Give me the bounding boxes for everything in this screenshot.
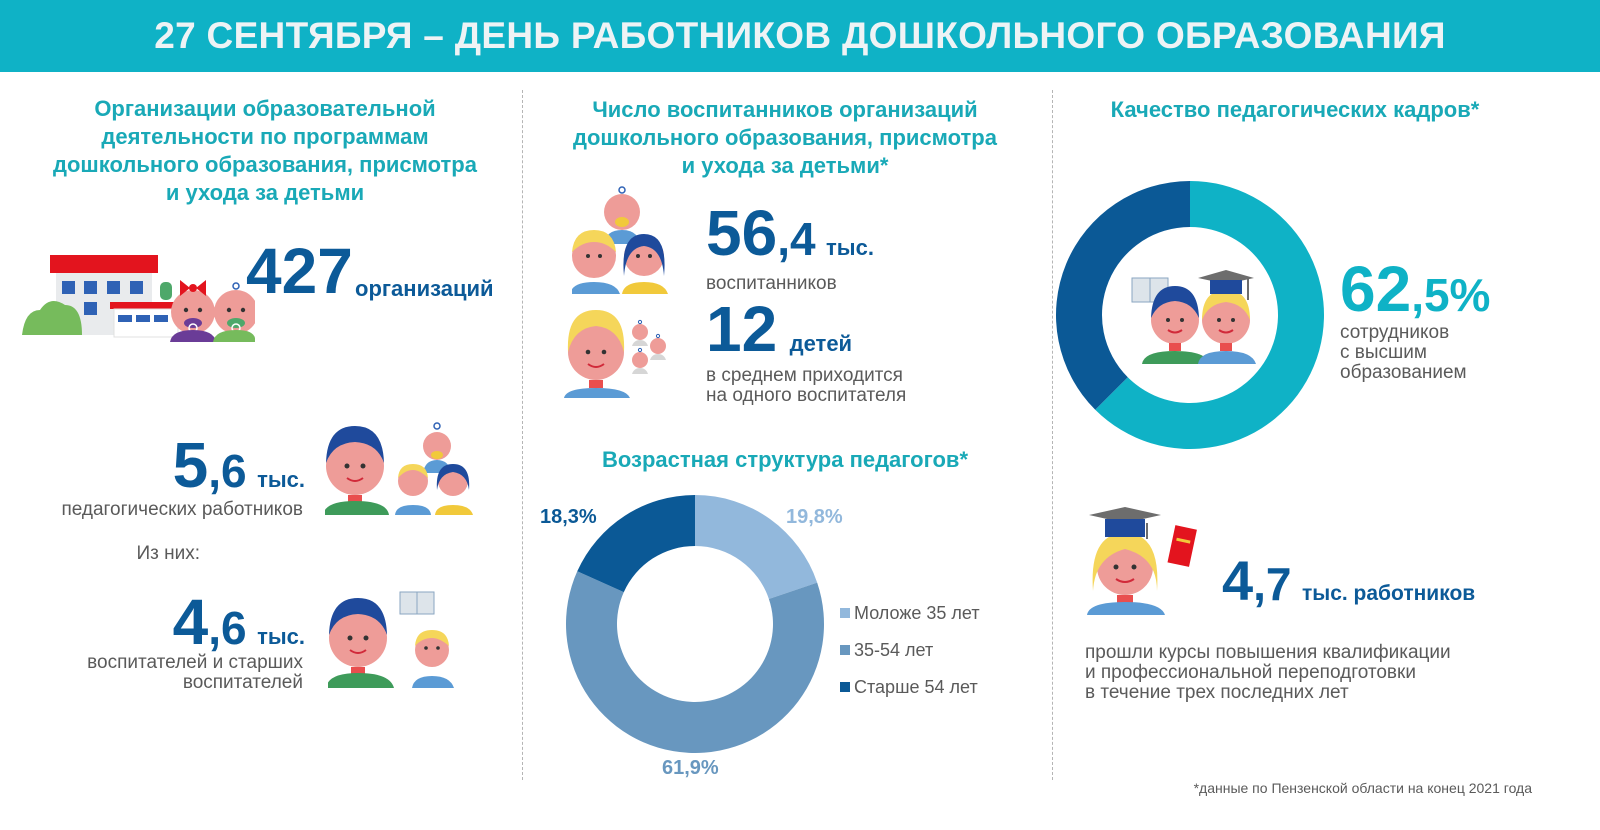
staff-label: педагогических работников	[61, 499, 303, 520]
pupils-title: Число воспитанников организаций дошкольн…	[540, 96, 1030, 180]
educators-unit: тыс.	[257, 624, 305, 649]
quality-title: Качество педагогических кадров*	[1110, 97, 1480, 122]
staff-dec: ,6	[208, 445, 247, 497]
slice-other	[1056, 181, 1190, 410]
column-divider	[522, 90, 523, 780]
title-line: Организации образовательной	[94, 96, 436, 121]
title-line: и ухода за детьми	[165, 180, 365, 205]
title-line: дошкольного образования, присмотра	[573, 125, 997, 150]
pupils-label: воспитанников	[706, 273, 837, 294]
legend-swatch	[840, 644, 850, 655]
page-title: 27 СЕНТЯБРЯ – ДЕНЬ РАБОТНИКОВ ДОШКОЛЬНОГ…	[154, 15, 1446, 56]
age-label-older: 18,3%	[540, 506, 597, 528]
legend-swatch	[840, 681, 850, 692]
label-line: с высшим	[1340, 342, 1427, 363]
trained-label: прошли курсы повышения квалификации и пр…	[1085, 643, 1451, 703]
higher-ed-stat: 62,5%	[1340, 252, 1490, 326]
legend-label: Моложе 35 лет	[854, 602, 980, 623]
title-line: и ухода за детьми*	[681, 153, 889, 178]
age-donut-chart	[560, 495, 830, 753]
age-label-young: 19,8%	[786, 506, 843, 528]
slice-young	[695, 495, 818, 599]
graduates-icon	[1130, 270, 1260, 366]
educators-label: воспитателей и старших воспитателей	[20, 653, 303, 693]
trained-stat: 4,7 тыс. работников	[1222, 548, 1475, 613]
ratio-stat: 12 детей	[706, 292, 852, 366]
higher-ed-dec: ,5%	[1411, 269, 1491, 321]
trained-unit: тыс. работников	[1301, 582, 1476, 605]
label-line: воспитателей и старших	[87, 652, 303, 673]
label-line: в течение трех последних лет	[1085, 682, 1349, 703]
label-line: воспитателей	[182, 672, 303, 693]
age-label-middle: 61,9%	[662, 757, 719, 779]
higher-ed-int: 62	[1340, 253, 1412, 325]
organizations-title: Организации образовательной деятельности…	[20, 95, 510, 207]
label-line: сотрудников	[1340, 322, 1450, 343]
of-them-label: Из них:	[136, 543, 200, 564]
pupils-int: 56	[706, 197, 778, 269]
pupils-stat: 56,4 тыс.	[706, 196, 874, 270]
graduate-with-diploma-icon	[1085, 505, 1205, 617]
legend-item: Старше 54 лет	[840, 668, 980, 705]
label-line: на одного воспитателя	[706, 385, 907, 406]
age-structure-title: Возрастная структура педагогов*	[601, 447, 969, 472]
pupils-unit: тыс.	[826, 235, 874, 260]
age-legend: Моложе 35 лет 35-54 лет Старше 54 лет	[840, 594, 980, 705]
staff-stat: 5,6 тыс.	[20, 428, 305, 502]
slice-higher-ed	[1095, 181, 1324, 449]
organizations-count: 427	[246, 235, 353, 307]
label-line: и профессиональной переподготовки	[1085, 662, 1416, 683]
ratio-value: 12	[706, 293, 778, 365]
label-line: прошли курсы повышения квалификации	[1085, 642, 1451, 663]
column-divider	[1052, 90, 1053, 780]
slice-middle	[566, 571, 824, 753]
ratio-unit: детей	[789, 331, 853, 356]
legend-label: Старше 54 лет	[854, 676, 978, 697]
higher-ed-label: сотрудников с высшим образованием	[1340, 323, 1467, 383]
organizations-unit: организаций	[355, 276, 494, 301]
legend-item: 35-54 лет	[840, 631, 980, 668]
kindergarten-building-icon	[20, 250, 255, 345]
teacher-with-babies-icon	[562, 300, 674, 400]
label-line: образованием	[1340, 362, 1467, 383]
title-line: Число воспитанников организаций	[592, 97, 978, 122]
label-line: в среднем приходится	[706, 365, 903, 386]
quality-donut-chart	[1055, 180, 1325, 450]
educators-dec: ,6	[208, 602, 247, 654]
educators-stat: 4,6 тыс.	[20, 585, 305, 659]
legend-item: Моложе 35 лет	[840, 594, 980, 631]
legend-label: 35-54 лет	[854, 639, 934, 660]
educators-int: 4	[172, 586, 209, 658]
teacher-with-children-icon	[325, 418, 480, 518]
slice-older	[577, 495, 695, 593]
header-banner: 27 СЕНТЯБРЯ – ДЕНЬ РАБОТНИКОВ ДОШКОЛЬНОГ…	[0, 0, 1600, 72]
family-icon	[572, 186, 672, 296]
trained-dec: ,7	[1253, 558, 1292, 610]
ratio-label: в среднем приходится на одного воспитате…	[706, 366, 906, 406]
footnote: *данные по Пензенской области на конец 2…	[1193, 780, 1532, 796]
teacher-with-book-icon	[328, 588, 463, 690]
staff-unit: тыс.	[257, 467, 305, 492]
pupils-dec: ,4	[777, 213, 816, 265]
staff-int: 5	[172, 429, 209, 501]
title-line: деятельности по программам	[101, 124, 429, 149]
legend-swatch	[840, 607, 850, 618]
title-line: дошкольного образования, присмотра	[53, 152, 477, 177]
trained-int: 4	[1222, 549, 1254, 612]
